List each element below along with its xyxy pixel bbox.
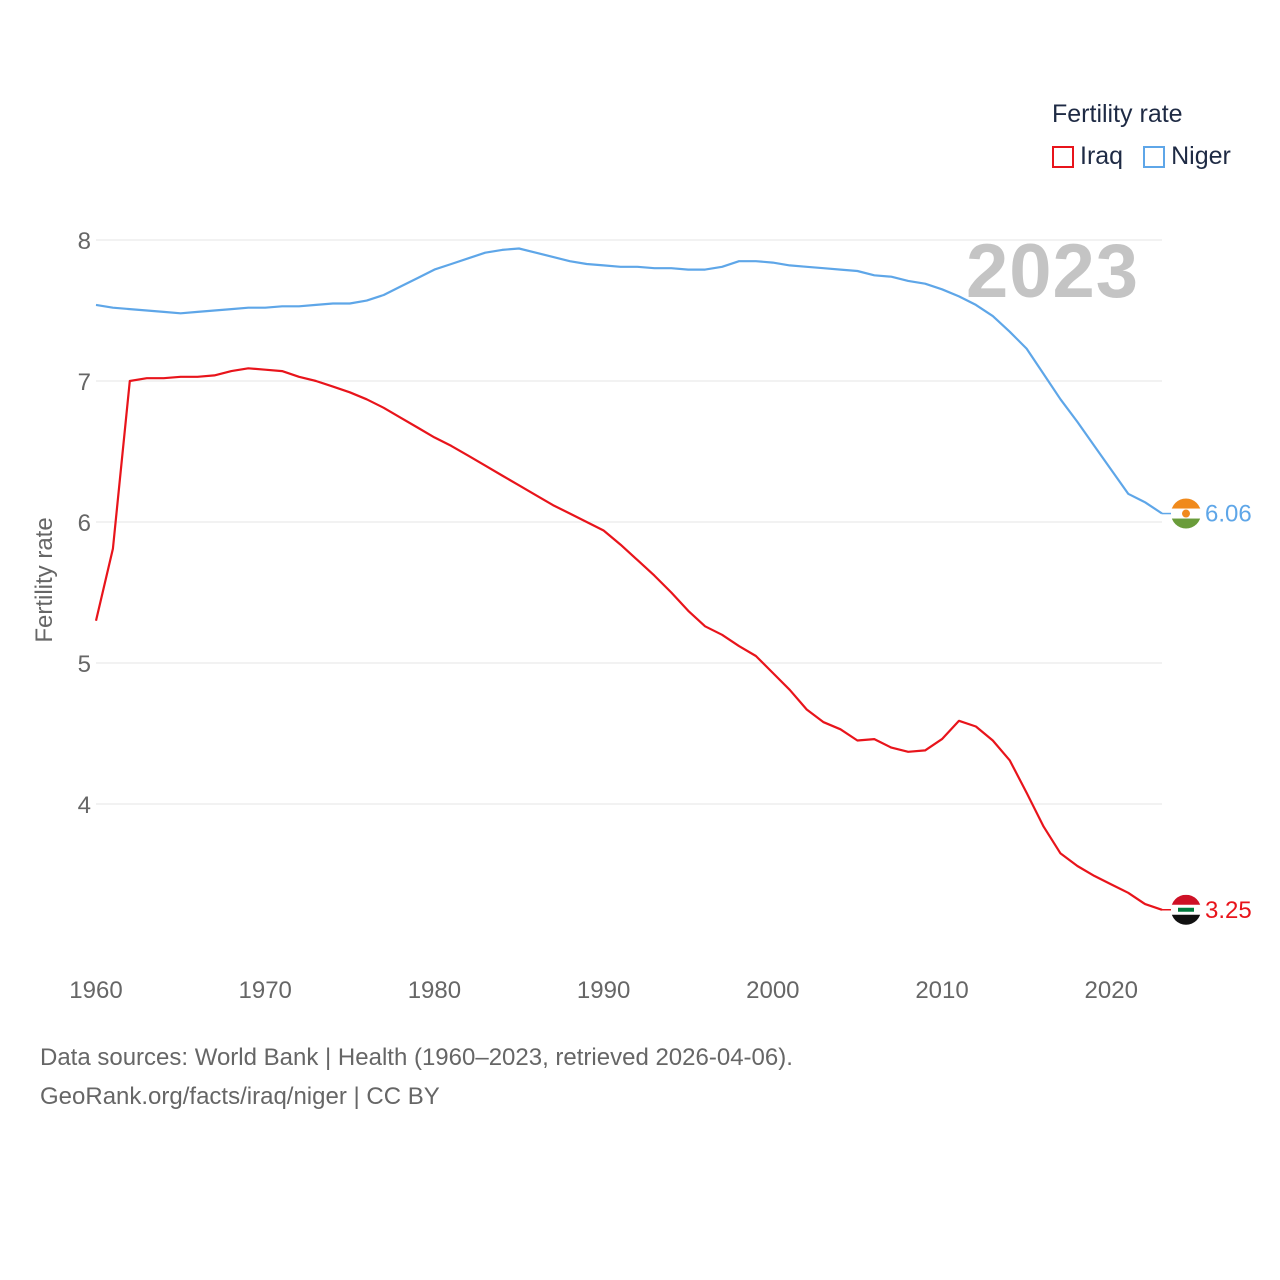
gridlines bbox=[96, 239, 1162, 805]
y-tick-label: 5 bbox=[78, 651, 91, 678]
y-tick-label: 4 bbox=[78, 792, 91, 819]
y-axis-ticks: 4 5 6 7 8 bbox=[78, 228, 91, 819]
y-tick-label: 6 bbox=[78, 510, 91, 537]
legend-swatch-niger bbox=[1143, 145, 1166, 168]
iraq-flag-icon bbox=[1171, 894, 1201, 925]
end-value-labels: 3.25 6.06 bbox=[1205, 501, 1252, 924]
legend-swatch-iraq bbox=[1052, 145, 1074, 168]
y-tick-label: 8 bbox=[78, 228, 91, 255]
series-lines bbox=[94, 247, 1171, 911]
y-axis-label: Fertility rate bbox=[31, 517, 58, 642]
source-line: Data sources: World Bank | Health (1960–… bbox=[40, 1044, 793, 1071]
x-tick-label: 2000 bbox=[746, 977, 799, 1004]
x-axis-ticks: 1960 1970 1980 1990 2000 2010 2020 bbox=[69, 977, 1138, 1004]
legend-label-iraq: Iraq bbox=[1080, 142, 1124, 170]
x-tick-label: 1980 bbox=[408, 977, 461, 1004]
current-year-label: 2023 bbox=[966, 229, 1140, 314]
x-tick-label: 1990 bbox=[577, 977, 630, 1004]
x-tick-label: 1970 bbox=[239, 977, 292, 1004]
y-tick-label: 7 bbox=[78, 369, 91, 396]
series-line-niger bbox=[95, 247, 1163, 515]
end-label-niger: 6.06 bbox=[1205, 501, 1252, 528]
x-tick-label: 2020 bbox=[1085, 977, 1138, 1004]
legend-label-niger: Niger bbox=[1171, 142, 1231, 170]
legend-item-niger[interactable]: Niger bbox=[1143, 142, 1231, 171]
x-tick-label: 1960 bbox=[69, 977, 122, 1004]
license-line: GeoRank.org/facts/iraq/niger | CC BY bbox=[40, 1083, 440, 1110]
legend: Iraq Niger bbox=[1052, 142, 1251, 171]
series-line-iraq bbox=[94, 367, 1163, 911]
end-label-iraq: 3.25 bbox=[1205, 897, 1252, 924]
niger-flag-icon bbox=[1171, 498, 1201, 529]
legend-title: Fertility rate bbox=[1052, 100, 1183, 128]
x-tick-label: 2010 bbox=[915, 977, 968, 1004]
legend-item-iraq[interactable]: Iraq bbox=[1052, 142, 1123, 171]
